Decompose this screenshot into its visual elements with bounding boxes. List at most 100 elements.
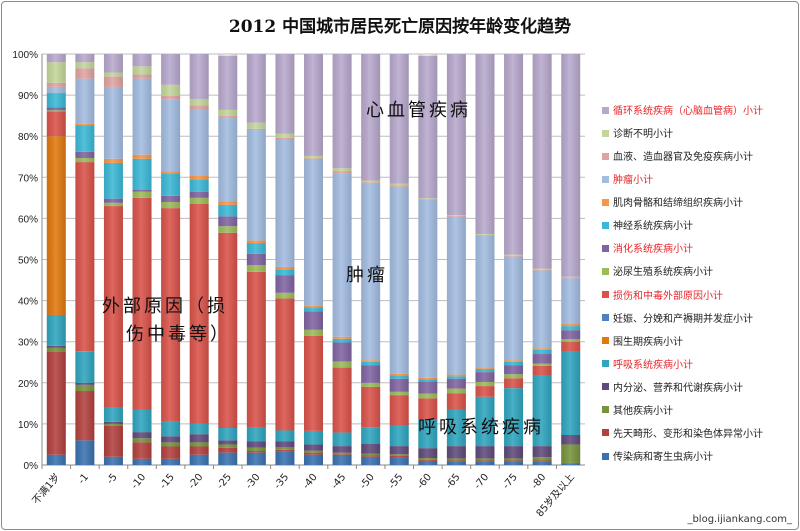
legend-item: 呼吸系统疾病小计 [602,359,693,373]
y-tick-label: 90% [18,91,38,102]
bar-shading [161,54,181,465]
bar-shading [304,54,323,465]
x-tick-label: -55 [387,472,406,492]
y-tick-label: 10% [18,420,38,431]
legend-label: 内分泌、营养和代谢疾病小计 [613,382,743,394]
legend-swatch [602,406,609,414]
legend-item: 先天畸形、变形和染色体异常小计 [602,428,763,442]
legend-label: 传染病和寄生虫病小计 [613,452,713,464]
x-tick-label: -10 [129,472,148,492]
bar-shading [218,54,238,465]
bar-shading [446,54,466,465]
legend-item: 损伤和中毒外部原因小计 [602,290,723,304]
legend-swatch [602,244,609,252]
x-tick-label: -15 [158,472,177,492]
legend-swatch [602,175,609,183]
x-tick-label: -45 [329,472,348,492]
y-tick-label: 100% [12,50,38,61]
legend-swatch [602,314,609,322]
x-tick-label: 不满1岁 [29,471,62,507]
legend-label: 先天畸形、变形和染色体异常小计 [613,428,763,440]
y-tick-label: 40% [18,297,38,308]
x-tick-label: -75 [501,472,520,492]
legend-label: 血液、造血器官及免疫疾病小计 [613,152,753,164]
bar-shading [532,54,552,465]
x-tick-label: -80 [529,472,548,492]
bar-shading [561,54,581,465]
legend-swatch [602,452,609,460]
y-tick-label: 0% [24,461,39,472]
bar-shading [132,54,152,465]
legend-swatch [602,429,609,437]
bar-shading [475,54,495,465]
legend-label: 循环系统疾病（心脑血管病）小计 [613,106,763,117]
x-tick-label: -70 [472,472,491,492]
legend-item: 妊娠、分娩和产褥期并发症小计 [602,313,753,327]
y-tick-label: 60% [18,214,38,225]
legend-label: 损伤和中毒外部原因小计 [613,290,723,302]
legend-item: 神经系统疾病小计 [602,220,693,234]
legend-swatch [602,383,609,391]
bar-shading [389,54,409,465]
legend-item: 肌肉骨骼和结缔组织疾病小计 [602,197,743,211]
legend-label: 诊断不明小计 [613,129,673,141]
x-tick-label: -35 [272,472,291,492]
annotation-respiratory: 呼吸系统疾病 [418,417,544,438]
bar-shading [332,54,352,465]
legend-swatch [602,337,609,345]
legend-label: 消化系统疾病小计 [613,244,693,256]
legend-swatch [602,291,609,299]
legend-swatch [602,267,609,275]
y-tick-label: 20% [18,379,38,390]
legend-item: 其他疾病小计 [602,405,673,419]
legend-label: 围生期疾病小计 [613,336,683,348]
annotation-cardio: 心血管疾病 [366,100,471,121]
legend-swatch [602,198,609,206]
legend-item: 围生期疾病小计 [602,336,683,350]
chart-title: 2012 中国城市居民死亡原因按年龄变化趋势 [228,17,572,37]
x-tick-label: -1 [76,472,91,487]
legend-swatch [602,221,609,229]
x-tick-label: -65 [444,472,463,492]
legend-swatch [602,129,609,137]
legend-item: 血液、造血器官及免疫疾病小计 [602,151,753,165]
y-tick-label: 50% [18,256,38,267]
legend-item: 消化系统疾病小计 [602,243,693,257]
bar-shading [504,54,524,465]
legend-label: 神经系统疾病小计 [613,221,693,233]
legend-label: 其他疾病小计 [613,405,673,417]
bar-shading [46,54,66,465]
legend-label: 肿瘤小计 [613,175,653,187]
bar-shading [189,54,209,465]
y-tick-label: 80% [18,132,38,143]
legend-item: 肿瘤小计 [602,174,653,188]
legend-swatch [602,152,609,160]
x-tick-label: -20 [187,472,206,492]
legend-label: 妊娠、分娩和产褥期并发症小计 [613,313,753,325]
legend-item: 传染病和寄生虫病小计 [602,451,713,465]
annotation-external-line1: 外部原因（损 [102,296,228,317]
x-tick-label: -30 [244,472,263,492]
x-tick-label: -50 [358,472,377,492]
bar-shading [103,54,123,465]
watermark: _blog.ijiankang.com_ [687,514,792,525]
bar-shading [75,54,95,465]
x-tick-label: -60 [415,472,434,492]
bar-shading [275,54,295,465]
legend-swatch [602,106,609,114]
x-tick-label: -40 [301,472,320,492]
legend-item: 内分泌、营养和代谢疾病小计 [602,382,743,396]
legend-label: 泌尿生殖系统疾病小计 [613,267,713,279]
y-tick-label: 30% [18,338,38,349]
bar-shading [418,54,438,465]
x-tick-label: -25 [215,472,234,492]
legend-item: 循环系统疾病（心脑血管病）小计 [602,105,763,119]
legend-label: 呼吸系统疾病小计 [613,359,693,371]
legend-label: 肌肉骨骼和结缔组织疾病小计 [613,198,743,210]
y-tick-label: 70% [18,173,38,184]
bar-shading [361,54,381,465]
legend-item: 诊断不明小计 [602,128,673,142]
legend-swatch [602,360,609,368]
bar-shading [246,54,266,465]
